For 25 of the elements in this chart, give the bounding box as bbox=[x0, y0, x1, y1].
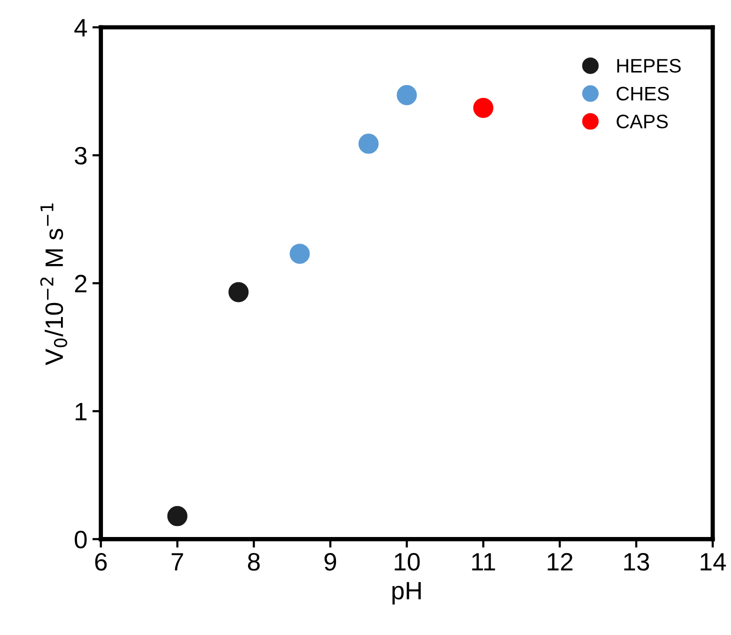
point bbox=[396, 85, 417, 106]
point bbox=[473, 98, 494, 118]
point bbox=[358, 134, 379, 154]
x-axis-title: pH bbox=[392, 582, 421, 604]
x-tick-label: 10 bbox=[394, 552, 420, 571]
y-tick-label: 0 bbox=[74, 530, 87, 548]
legend-label: CAPS bbox=[616, 114, 668, 128]
x-tick-label: 7 bbox=[172, 553, 184, 570]
x-tick-label: 6 bbox=[95, 552, 107, 571]
legend-label: HEPES bbox=[617, 58, 681, 73]
point bbox=[290, 244, 310, 264]
point bbox=[228, 282, 249, 302]
x-tick-label: 11 bbox=[472, 553, 496, 570]
y-axis-title: V$_{0}$/10$^{−2}$ M s$^{−1}$ bbox=[40, 203, 68, 366]
y-tick-label: 4 bbox=[74, 19, 87, 36]
y-tick-label: 1 bbox=[76, 403, 86, 420]
y-tick-label: 2 bbox=[75, 274, 86, 292]
legend-label: CHES bbox=[616, 86, 669, 101]
x-tick-label: 9 bbox=[324, 552, 336, 571]
x-tick-label: 13 bbox=[624, 552, 650, 571]
x-tick-label: 14 bbox=[700, 553, 726, 570]
x-tick-label: 8 bbox=[248, 552, 260, 571]
y-tick-label: 3 bbox=[74, 146, 87, 165]
x-tick-label: 12 bbox=[548, 552, 572, 570]
point bbox=[167, 506, 188, 526]
